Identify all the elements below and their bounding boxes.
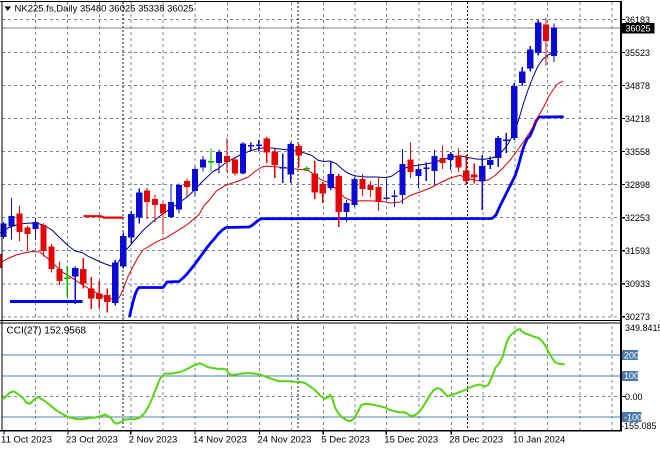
svg-text:100: 100 bbox=[624, 371, 639, 381]
svg-text:200: 200 bbox=[624, 351, 639, 361]
svg-text:CCI(27) 152.9568: CCI(27) 152.9568 bbox=[7, 325, 87, 336]
svg-text:34218: 34218 bbox=[625, 114, 650, 124]
svg-text:32898: 32898 bbox=[625, 180, 650, 190]
svg-text:0.00: 0.00 bbox=[625, 392, 643, 402]
svg-text:349.8415: 349.8415 bbox=[625, 323, 660, 333]
svg-text:5 Dec 2023: 5 Dec 2023 bbox=[321, 435, 370, 446]
svg-text:24 Nov 2023: 24 Nov 2023 bbox=[258, 435, 312, 446]
svg-text:30933: 30933 bbox=[625, 279, 650, 289]
svg-text:31593: 31593 bbox=[625, 246, 650, 256]
svg-text:15 Dec 2023: 15 Dec 2023 bbox=[384, 435, 438, 446]
svg-text:11 Oct 2023: 11 Oct 2023 bbox=[1, 435, 52, 446]
svg-text:-100: -100 bbox=[624, 412, 642, 422]
svg-text:23 Oct 2023: 23 Oct 2023 bbox=[66, 435, 118, 446]
svg-text:36183: 36183 bbox=[625, 15, 650, 25]
svg-text:32253: 32253 bbox=[625, 213, 650, 223]
svg-text:30273: 30273 bbox=[625, 312, 650, 322]
svg-text:14 Nov 2023: 14 Nov 2023 bbox=[193, 435, 247, 446]
svg-text:28 Dec 2023: 28 Dec 2023 bbox=[449, 435, 503, 446]
svg-text:35523: 35523 bbox=[625, 48, 650, 58]
svg-text:NK225.fs,Daily 35480 36025 35: NK225.fs,Daily 35480 36025 35338 36025 bbox=[15, 4, 194, 15]
svg-text:2 Nov 2023: 2 Nov 2023 bbox=[129, 435, 178, 446]
svg-text:33558: 33558 bbox=[625, 147, 650, 157]
svg-text:34878: 34878 bbox=[625, 81, 650, 91]
svg-text:36025: 36025 bbox=[626, 24, 651, 34]
svg-text:-155.085: -155.085 bbox=[621, 421, 657, 431]
svg-text:10 Jan 2024: 10 Jan 2024 bbox=[513, 435, 565, 446]
